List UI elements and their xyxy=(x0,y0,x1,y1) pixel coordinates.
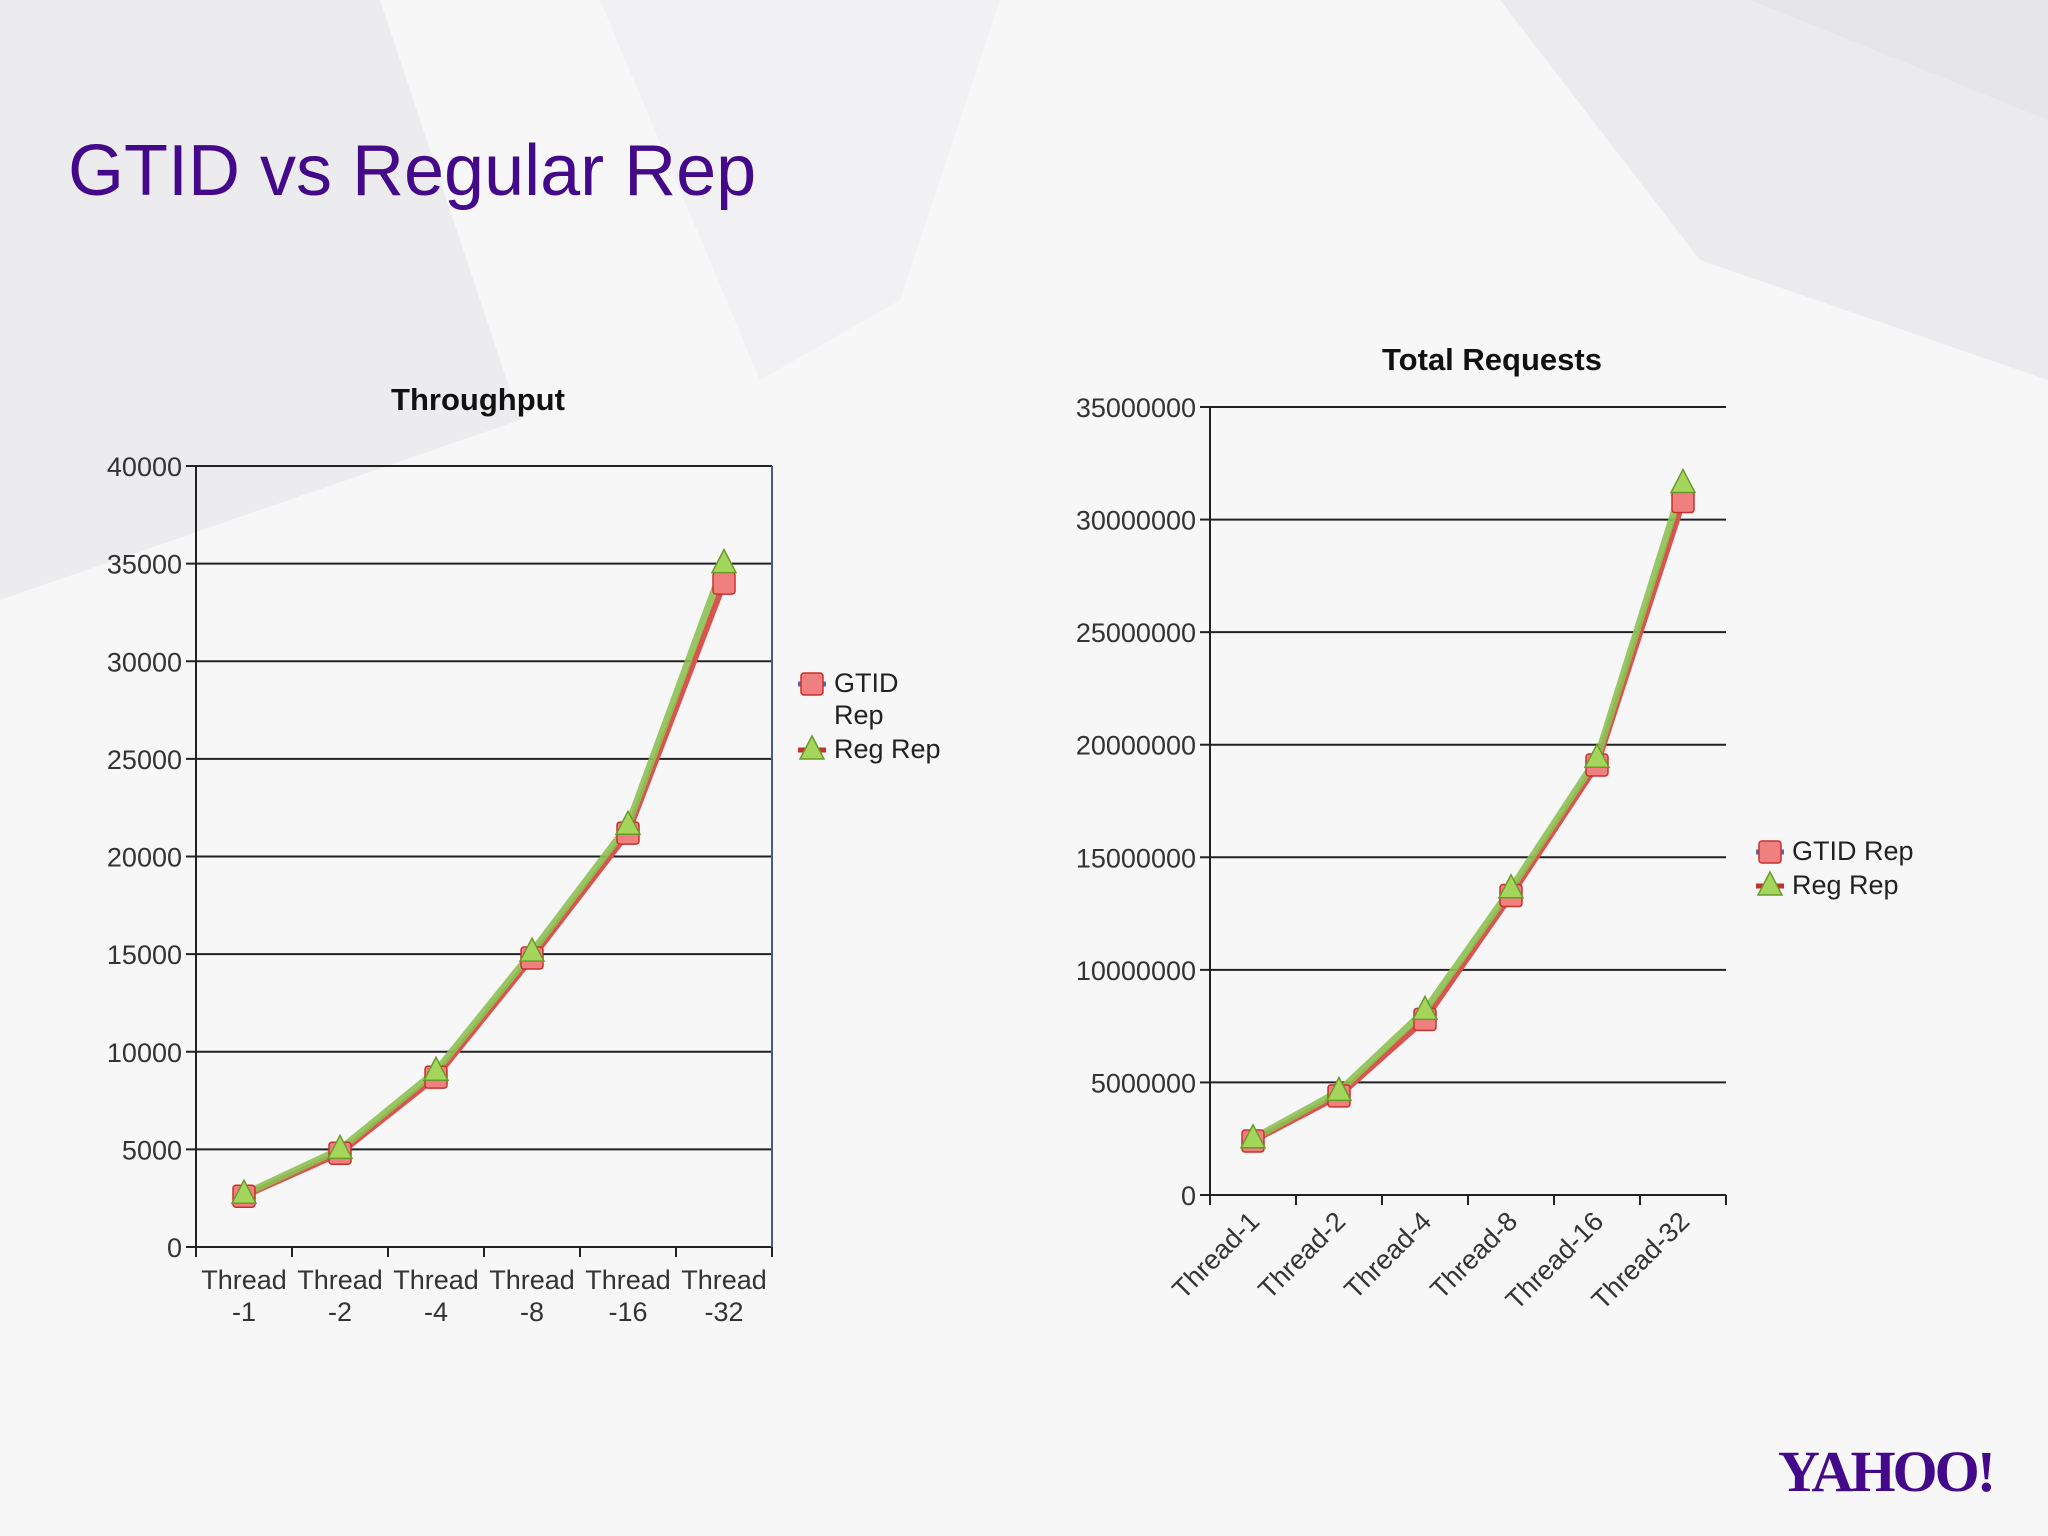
requests-xtick-label: Thread-1 xyxy=(1167,1206,1266,1305)
throughput-ytick-label: 25000 xyxy=(107,745,182,775)
throughput-ytick-label: 5000 xyxy=(122,1135,182,1165)
requests-xtick-label: Thread-2 xyxy=(1253,1206,1352,1305)
requests-legend-gtid-marker xyxy=(1758,840,1782,864)
requests-reg-point xyxy=(1583,742,1611,768)
throughput-legend-reg-marker xyxy=(798,734,826,760)
requests-title: Total Requests xyxy=(1382,342,1602,377)
requests-ytick-label: 10000000 xyxy=(1076,956,1196,986)
throughput-xtick-label-line: -32 xyxy=(704,1297,743,1327)
requests-ytick-label: 5000000 xyxy=(1091,1068,1196,1098)
throughput-xtick-label-line: Thread xyxy=(489,1265,575,1295)
requests-reg-point xyxy=(1325,1075,1353,1102)
throughput-ytick-label: 0 xyxy=(167,1233,182,1263)
throughput-xtick-label-line: -16 xyxy=(608,1297,647,1327)
slide-title: GTID vs Regular Rep xyxy=(68,131,757,211)
throughput-legend-label: GTID xyxy=(834,668,899,698)
throughput-xtick-label-line: -1 xyxy=(232,1297,256,1327)
throughput-reg-point xyxy=(422,1055,450,1082)
throughput-ytick-label: 35000 xyxy=(107,550,182,580)
requests-legend-reg-marker xyxy=(1756,870,1784,896)
throughput-ytick-label: 40000 xyxy=(107,452,182,482)
requests-ytick-label: 25000000 xyxy=(1076,618,1196,648)
throughput-ytick-label: 20000 xyxy=(107,843,182,873)
throughput-xtick-label: Thread -4 xyxy=(393,1265,479,1327)
throughput-ytick-label: 15000 xyxy=(107,940,182,970)
requests-xtick-label: Thread-4 xyxy=(1339,1206,1438,1305)
throughput-xtick-label: Thread -2 xyxy=(297,1265,383,1327)
throughput-xtick-label-line: Thread xyxy=(297,1265,383,1295)
bg-shape-mid xyxy=(600,0,1000,380)
throughput-xtick-label-line: -8 xyxy=(520,1297,544,1327)
throughput-legend-label: Reg Rep xyxy=(834,734,941,764)
requests-ytick-label: 35000000 xyxy=(1076,393,1196,423)
throughput-xtick-label-line: -2 xyxy=(328,1297,352,1327)
throughput-xtick-label: Thread -8 xyxy=(489,1265,575,1327)
bg-shape-left xyxy=(0,0,520,600)
throughput-reg-point xyxy=(326,1133,354,1160)
requests-reg-point xyxy=(1239,1123,1267,1149)
throughput-legend-gtid-marker xyxy=(800,672,824,696)
throughput-reg-point xyxy=(518,936,546,962)
requests-legend-label: GTID Rep xyxy=(1792,836,1914,866)
throughput-xtick-label-line: -4 xyxy=(424,1297,448,1327)
requests-ytick-label: 0 xyxy=(1181,1181,1196,1211)
throughput-title: Throughput xyxy=(391,382,565,417)
throughput-reg-point xyxy=(614,809,642,836)
throughput-xtick-label: Thread -32 xyxy=(681,1265,767,1327)
requests-series-reg-line xyxy=(1251,482,1687,1142)
requests-reg-point xyxy=(1411,994,1439,1021)
requests-legend-label: Reg Rep xyxy=(1792,870,1899,900)
requests-ytick-label: 20000000 xyxy=(1076,731,1196,761)
throughput-xtick-label: Thread -1 xyxy=(201,1265,287,1327)
throughput-reg-point xyxy=(710,548,738,574)
yahoo-logo: YAHOO! xyxy=(1778,1439,1996,1504)
throughput-xtick-label-line: Thread xyxy=(585,1265,671,1295)
throughput-series-reg-line xyxy=(242,562,728,1198)
requests-ytick-label: 30000000 xyxy=(1076,506,1196,536)
throughput-ytick-label: 30000 xyxy=(107,647,182,677)
throughput-xtick-label-line: Thread xyxy=(681,1265,767,1295)
throughput-xtick-label-line: Thread xyxy=(201,1265,287,1295)
throughput-legend-label: Rep xyxy=(834,700,884,730)
bg-shape-corner xyxy=(1750,0,2048,120)
requests-reg-point xyxy=(1497,873,1525,899)
bg-shape-right xyxy=(1500,0,2048,380)
throughput-reg-point xyxy=(230,1178,258,1205)
requests-reg-point xyxy=(1669,467,1697,494)
throughput-xtick-label-line: Thread xyxy=(393,1265,479,1295)
requests-ytick-label: 15000000 xyxy=(1076,843,1196,873)
throughput-xtick-label: Thread -16 xyxy=(585,1265,671,1327)
requests-gtid-point xyxy=(1671,489,1695,514)
throughput-ytick-label: 10000 xyxy=(107,1038,182,1068)
requests-series-gtid-line xyxy=(1251,500,1686,1144)
